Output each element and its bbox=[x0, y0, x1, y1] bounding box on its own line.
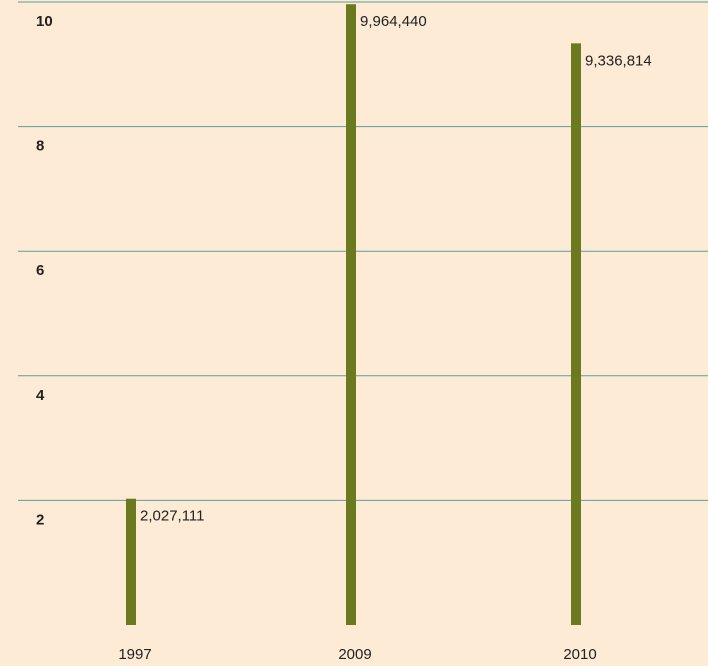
y-tick-label: 4 bbox=[36, 387, 45, 404]
value-label: 9,336,814 bbox=[585, 52, 652, 69]
y-tick-label: 2 bbox=[36, 511, 44, 528]
y-tick-label: 6 bbox=[36, 262, 44, 279]
x-tick-label: 2010 bbox=[563, 646, 596, 663]
value-label: 2,027,111 bbox=[140, 508, 205, 525]
x-tick-label: 2009 bbox=[338, 646, 371, 663]
value-label: 9,964,440 bbox=[360, 13, 427, 30]
y-tick-label: 8 bbox=[36, 138, 44, 155]
bar bbox=[571, 43, 581, 626]
bar bbox=[126, 498, 136, 625]
x-tick-label: 1997 bbox=[118, 646, 151, 663]
y-tick-label: 10 bbox=[36, 13, 53, 30]
bar bbox=[346, 4, 356, 625]
